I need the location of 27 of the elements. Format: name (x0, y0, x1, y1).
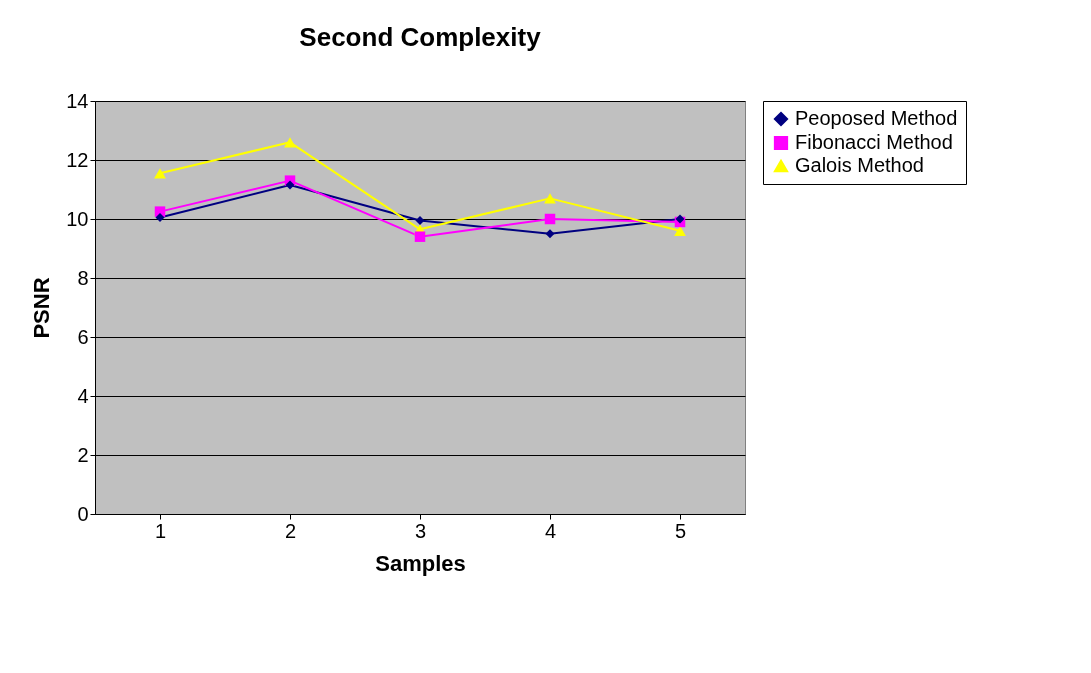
x-tick-label: 2 (284, 519, 297, 542)
y-tick-label: 8 (77, 266, 89, 289)
y-tick-label: 10 (66, 207, 89, 230)
y-tick-label: 0 (77, 502, 89, 525)
y-axis-title: PSNR (29, 277, 55, 339)
x-tick-label: 3 (414, 519, 427, 542)
x-axis-title: Samples (375, 550, 466, 576)
point (414, 231, 426, 242)
point (284, 137, 296, 148)
point (415, 216, 425, 225)
legend-label: Peoposed Method (795, 107, 958, 129)
point (675, 214, 685, 224)
y-tick-label: 14 (66, 89, 89, 112)
y-tick-label: 2 (77, 443, 89, 466)
legend-label: Galois Method (795, 154, 924, 176)
x-tick-label: 1 (154, 519, 167, 542)
y-tick-label: 4 (77, 384, 89, 407)
legend-label: Fibonacci Method (795, 131, 953, 153)
y-tick-label: 12 (66, 148, 89, 171)
point (544, 213, 556, 225)
point (154, 168, 166, 179)
chart-title: Second Complexity (299, 22, 542, 52)
y-tick-label: 6 (77, 325, 89, 348)
point (285, 180, 295, 190)
x-tick-label: 4 (544, 519, 557, 542)
x-tick-label: 5 (674, 519, 687, 542)
point (545, 229, 555, 239)
